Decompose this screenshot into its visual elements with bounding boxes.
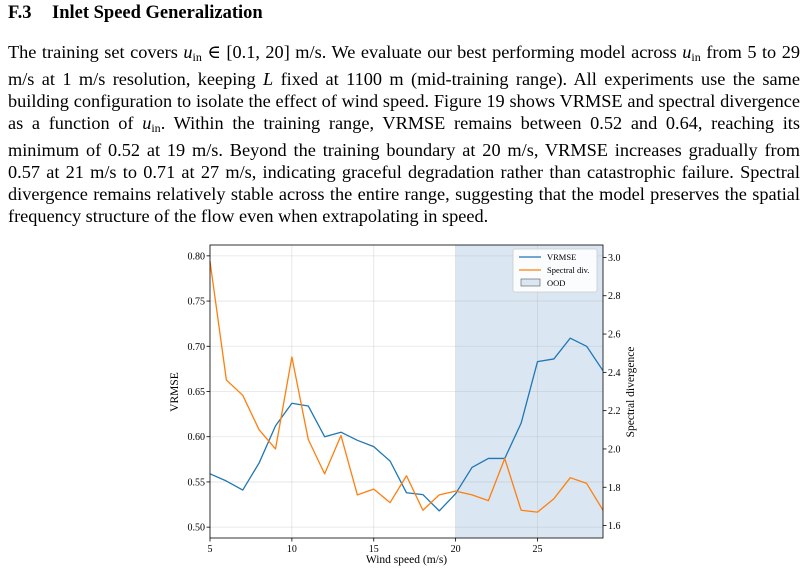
uin-variable: u [183,42,193,62]
section-heading: F.3 Inlet Speed Generalization [8,3,263,24]
body-paragraph: The training set covers uin ∈ [0.1, 20] … [8,41,800,227]
y-tick-label-right: 1.8 [608,483,621,494]
series-line-vrmse [209,337,604,512]
y-tick-label-left: 0.80 [188,251,206,262]
series-line-spectral-div [209,261,604,513]
length-variable: L [263,69,274,89]
legend-label-ood: OOD [547,278,565,288]
uin-variable: u [142,113,152,133]
y-tick-label-left: 0.60 [188,432,206,443]
y-axis-label-right: Spectral divergence [625,347,637,438]
para-text-3: from 5 to 29 m/s at 1 m/s resolution, ke… [8,42,800,89]
section-title: Inlet Speed Generalization [52,3,263,23]
y-tick-label-left: 0.50 [188,523,206,534]
y-tick-label-right: 2.6 [608,330,621,341]
legend-label-spectral: Spectral div. [547,265,589,275]
x-tick-label: 20 [451,544,461,555]
y-tick-label-left: 0.65 [188,387,206,398]
legend: VRMSE Spectral div. OOD [512,248,598,293]
y-tick-label-right: 2.0 [608,444,621,455]
y-tick-label-left: 0.55 [188,477,206,488]
y-tick-label-right: 3.0 [608,253,621,264]
x-tick-label: 10 [287,544,297,555]
y-tick-label-right: 2.8 [608,291,621,302]
para-text-4: fixed at 1100 m (mid-training range). Al… [8,69,800,133]
y-axis-label-left: VRMSE [169,372,181,412]
uin-subscript: in [192,50,202,64]
uin-subscript: in [151,121,161,135]
x-tick-label: 15 [369,544,379,555]
y-tick-label-right: 2.2 [608,406,621,417]
para-text-2: ∈ [0.1, 20] m/s. We evaluate our best pe… [201,42,683,62]
uin-subscript: in [691,50,701,64]
para-text-5: . Within the training range, VRMSE remai… [8,113,800,226]
y-tick-label-left: 0.75 [188,297,206,308]
x-axis-label: Wind speed (m/s) [366,554,447,566]
y-tick-label-right: 2.4 [608,368,621,379]
y-tick-label-right: 1.6 [608,521,621,532]
legend-swatch-ood [520,278,541,287]
uin-variable: u [682,42,692,62]
y-tick-label-left: 0.70 [188,342,206,353]
para-text-1: The training set covers [8,42,184,62]
legend-label-vrmse: VRMSE [547,252,576,262]
x-tick-label: 5 [208,544,213,555]
x-tick-label: 25 [533,544,543,555]
section-number: F.3 [8,3,32,23]
